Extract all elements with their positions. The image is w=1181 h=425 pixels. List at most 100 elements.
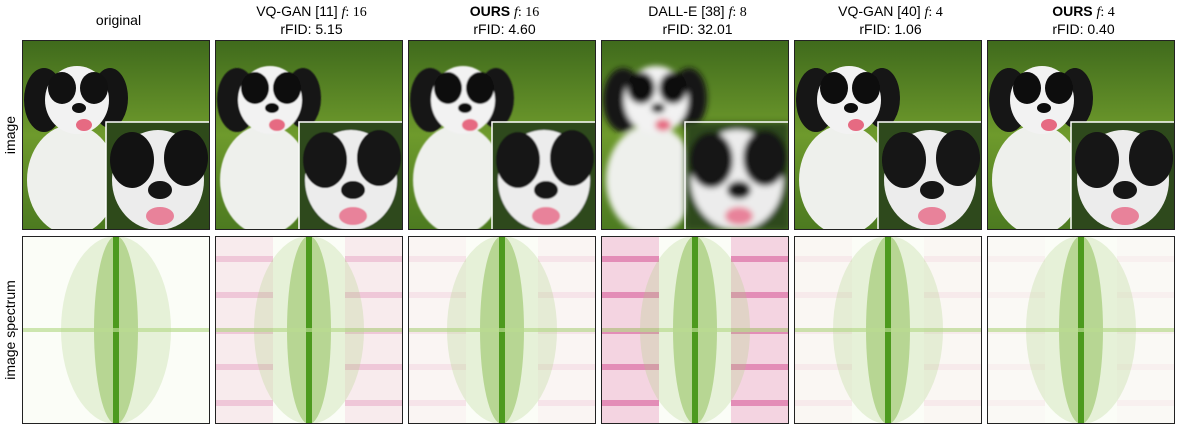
factor-ratio: : 16 <box>345 5 366 20</box>
dog-patch <box>627 72 655 104</box>
dog-nose <box>72 103 86 113</box>
spectrum-axis <box>22 328 210 332</box>
dog-patch <box>659 72 687 104</box>
dog-body <box>27 125 117 230</box>
reconstruction-image <box>408 40 596 230</box>
metric: rFID: 5.15 <box>280 21 342 37</box>
header-line: VQ-GAN [40] f: 4 <box>838 3 943 21</box>
dog-patch <box>1013 72 1041 104</box>
column: OURS f: 16rFID: 4.60 <box>408 0 601 425</box>
inset-nose <box>148 181 172 199</box>
spectrum-axis <box>601 328 789 332</box>
reconstruction-image <box>22 40 210 230</box>
image-spectrum <box>408 236 596 424</box>
spectrum-axis <box>408 328 596 332</box>
pink-band <box>345 400 403 406</box>
dog-body <box>992 125 1082 230</box>
metric: rFID: 0.40 <box>1052 21 1114 37</box>
factor-ratio: : 16 <box>518 5 539 20</box>
inset-patch <box>743 130 787 186</box>
dog-patch <box>434 72 462 104</box>
header-line: OURS f: 16 <box>470 3 540 21</box>
pink-band <box>924 256 982 262</box>
pink-band <box>731 400 789 406</box>
dog-tongue <box>1041 119 1057 131</box>
pink-band <box>601 256 659 262</box>
reconstruction-image <box>215 40 403 230</box>
inset-patch <box>1075 132 1119 188</box>
header-line: rFID: 0.40 <box>1052 21 1114 38</box>
dog-nose <box>1037 103 1051 113</box>
inset-nose <box>341 181 365 199</box>
header-line: rFID: 1.06 <box>859 21 921 38</box>
pink-band <box>215 400 273 406</box>
method-name: VQ-GAN [11] <box>256 3 337 19</box>
inset-tongue <box>339 207 367 225</box>
dog-tongue <box>76 119 92 131</box>
column-header: original <box>22 0 215 40</box>
dog-tongue <box>655 119 671 131</box>
dog-patch <box>466 72 494 104</box>
spectrum-axis <box>794 328 982 332</box>
dog-tongue <box>848 119 864 131</box>
reconstruction-image <box>601 40 789 230</box>
header-line: rFID: 5.15 <box>280 21 342 38</box>
dog-patch <box>80 72 108 104</box>
dog-patch <box>241 72 269 104</box>
dog-tongue <box>269 119 285 131</box>
inset-patch <box>496 132 540 188</box>
inset-nose <box>727 181 751 199</box>
pink-band <box>1117 400 1175 406</box>
method-name: DALL-E [38] <box>648 3 724 19</box>
inset <box>299 122 403 230</box>
dog-patch <box>820 72 848 104</box>
row-label-text: image <box>2 116 18 154</box>
inset <box>878 122 982 230</box>
factor-ratio: : 8 <box>732 5 746 20</box>
dog-body <box>220 125 310 230</box>
pink-band <box>601 400 659 406</box>
inset-tongue <box>725 207 753 225</box>
row-label: image <box>0 40 20 230</box>
pink-band <box>408 400 466 406</box>
row-label: image spectrum <box>0 236 20 424</box>
row-label-text: image spectrum <box>2 280 18 380</box>
header-line: VQ-GAN [11] f: 16 <box>256 3 367 21</box>
figure: image image spectrum originalVQ-GAN [11]… <box>0 0 1181 425</box>
pink-band <box>345 256 403 262</box>
reconstruction-image <box>987 40 1175 230</box>
factor-ratio: : 4 <box>1100 5 1114 20</box>
dog-nose <box>844 103 858 113</box>
pink-band <box>408 256 466 262</box>
image-spectrum <box>601 236 789 424</box>
inset-nose <box>534 181 558 199</box>
pink-band <box>1117 256 1175 262</box>
inset <box>492 122 596 230</box>
spectrum-axis <box>215 328 403 332</box>
image-spectrum <box>987 236 1175 424</box>
header-line: DALL-E [38] f: 8 <box>648 3 746 21</box>
image-spectrum <box>794 236 982 424</box>
method-name: OURS <box>470 3 510 19</box>
pink-band <box>538 256 596 262</box>
dog-patch <box>852 72 880 104</box>
inset-patch <box>1129 130 1173 186</box>
pink-band <box>538 400 596 406</box>
reconstruction-image <box>794 40 982 230</box>
inset-nose <box>1113 181 1137 199</box>
dog-patch <box>273 72 301 104</box>
header-line: rFID: 4.60 <box>473 21 535 38</box>
metric: rFID: 32.01 <box>662 21 732 37</box>
spectrum-axis <box>987 328 1175 332</box>
column-header: VQ-GAN [40] f: 4rFID: 1.06 <box>794 0 987 40</box>
pink-band <box>924 400 982 406</box>
column: VQ-GAN [40] f: 4rFID: 1.06 <box>794 0 987 425</box>
dog-nose <box>265 103 279 113</box>
